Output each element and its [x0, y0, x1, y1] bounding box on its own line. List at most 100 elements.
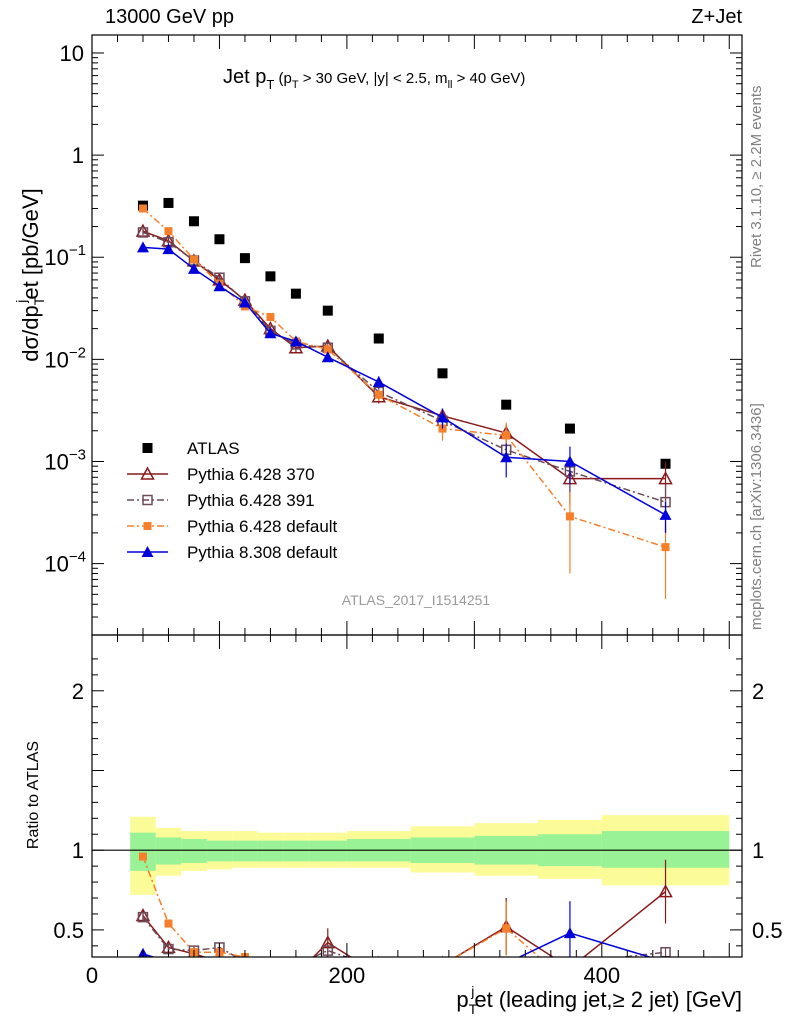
data-point: [374, 390, 383, 399]
ratio-point: [374, 964, 383, 973]
data-point: [564, 423, 575, 434]
data-point: [289, 335, 302, 347]
ratio-y-tick-label-left: 2: [72, 679, 84, 704]
data-point: [164, 227, 173, 236]
ratio-point: [266, 965, 275, 974]
legend-marker: [142, 494, 153, 506]
ratio-point: [322, 945, 334, 956]
band-green: [181, 839, 207, 863]
legend-marker: [142, 443, 153, 453]
band-green: [283, 840, 309, 862]
main-y-ticks: [92, 52, 742, 636]
main-series-group: [135, 197, 673, 600]
y-tick-label: 1: [72, 143, 84, 168]
data-point: [659, 508, 672, 520]
ratio-point: [438, 961, 446, 969]
data-point: [264, 327, 277, 339]
legend-item: Pythia 8.308 default: [127, 543, 338, 562]
band-green: [308, 840, 347, 862]
ratio-point: [239, 964, 251, 975]
ratio-point: [373, 969, 385, 980]
legend-item: Pythia 6.428 default: [127, 517, 338, 536]
ratio-point: [500, 956, 512, 957]
y-tick-label: 10−4: [44, 549, 86, 577]
data-point: [372, 376, 385, 388]
ratio-y-axis-title: Ratio to ATLAS: [25, 741, 42, 849]
data-point: [136, 241, 149, 253]
data-point: [563, 455, 576, 467]
ratio-y-tick-label-left: 0.5: [53, 918, 84, 943]
x-axis-title: pTjet (leading jet,≥ 2 jet) [GeV]: [456, 983, 742, 1017]
data-point: [188, 216, 199, 227]
data-point: [239, 253, 250, 264]
data-point: [238, 296, 251, 308]
series-4: [136, 241, 672, 533]
data-point: [436, 411, 449, 423]
ratio-point: [291, 960, 300, 969]
data-point: [322, 305, 333, 316]
legend-label: Pythia 6.428 391: [187, 491, 315, 510]
data-point: [501, 399, 512, 410]
ratio-point: [437, 956, 448, 957]
header-collision-label: 13000 GeV pp: [105, 6, 234, 28]
legend-item: Pythia 6.428 391: [127, 491, 315, 510]
legend-label: Pythia 6.428 370: [187, 465, 315, 484]
data-point: [266, 312, 275, 321]
legend-label: ATLAS: [187, 439, 240, 458]
data-point: [138, 204, 147, 213]
data-point: [661, 543, 670, 552]
plot-title: Jet pT (pT > 30 GeV, |y| < 2.5, mll > 40…: [223, 66, 525, 92]
ratio-point: [264, 972, 276, 983]
ratio-point: [239, 959, 251, 970]
data-point: [502, 431, 511, 440]
data-point: [288, 340, 304, 354]
series-2: [137, 227, 671, 533]
data-point: [162, 243, 175, 255]
band-green: [232, 840, 258, 862]
data-point: [565, 512, 574, 521]
data-point: [373, 333, 384, 344]
ratio-point: [264, 962, 276, 973]
y-tick-label: 10: [60, 41, 84, 66]
ratio-y-tick-label-right: 1: [752, 838, 764, 863]
ratio-frame: [91, 634, 743, 958]
x-tick-label: 0: [86, 963, 98, 988]
legend-label: Pythia 6.428 default: [187, 517, 338, 536]
data-point: [265, 271, 276, 282]
ratio-point: [502, 924, 511, 933]
ratio-point: [375, 961, 383, 969]
series-3: [138, 204, 670, 600]
band-green: [257, 840, 284, 862]
series-1: [135, 223, 673, 505]
data-point: [213, 280, 226, 292]
data-point: [189, 255, 198, 264]
ratio-point: [436, 959, 448, 970]
data-point: [163, 197, 174, 208]
ratio-point: [565, 959, 574, 968]
ratio-point: [563, 927, 576, 939]
legend-label: Pythia 8.308 default: [187, 543, 338, 562]
data-point: [321, 351, 334, 363]
data-point: [500, 451, 513, 463]
ratio-point: [290, 969, 302, 980]
analysis-watermark: ATLAS_2017_I1514251: [342, 592, 491, 608]
ratio-point: [239, 956, 251, 957]
legend-marker: [140, 466, 155, 480]
ratio-point: [137, 911, 149, 923]
y-axis-title: dσ/dpTjet [pb/GeV]: [13, 188, 47, 361]
y-tick-label: 10−1: [44, 242, 86, 270]
y-tick-label: 10−3: [44, 446, 86, 474]
ratio-bands: [130, 815, 730, 895]
ratio-y-tick-label-right: 2: [752, 679, 764, 704]
x-ticks: [91, 35, 730, 957]
data-point: [214, 234, 225, 245]
legend-marker: [141, 546, 154, 557]
ratio-point: [292, 961, 300, 969]
legend-marker: [143, 522, 152, 530]
data-point: [290, 288, 301, 299]
data-point: [437, 368, 448, 379]
series-0: [137, 197, 671, 469]
ratio-point: [138, 852, 147, 861]
ratio-point: [164, 919, 173, 928]
